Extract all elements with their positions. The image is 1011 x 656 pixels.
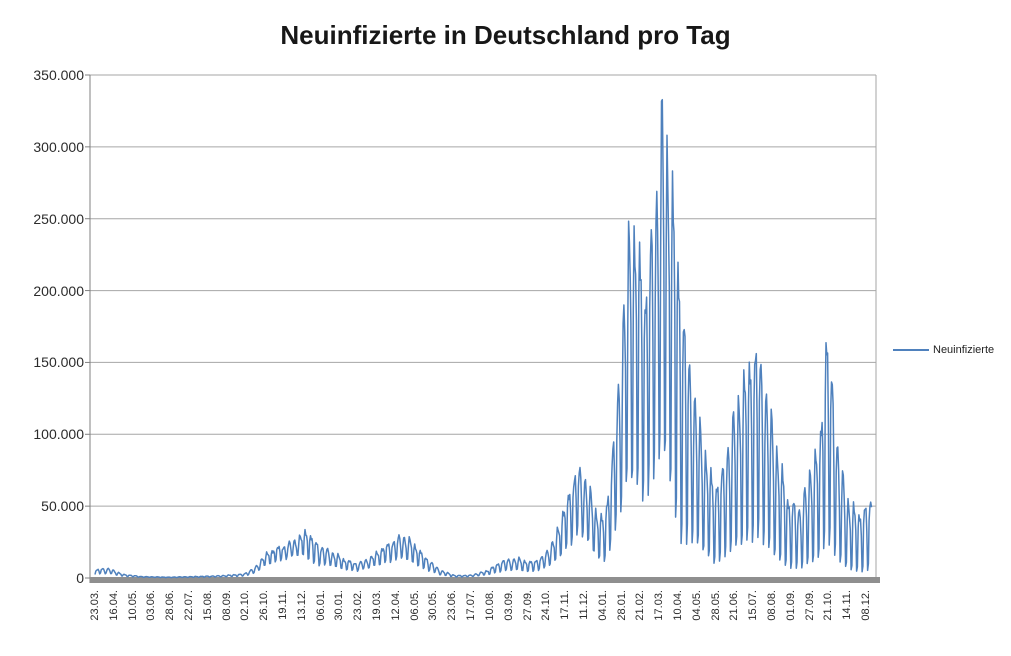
y-tick-label: 250.000 (33, 210, 84, 227)
x-tick-label: 14.11. (841, 590, 854, 620)
y-tick-label: 300.000 (33, 138, 84, 155)
x-tick-label: 15.07. (747, 590, 760, 621)
y-tick-label: 150.000 (33, 354, 84, 371)
y-tick-label: 0 (76, 570, 84, 586)
x-tick-label: 08.08. (765, 590, 778, 621)
x-tick-label: 16.04. (107, 590, 120, 621)
x-tick-label: 03.06. (145, 590, 158, 621)
x-tick-label: 28.01. (615, 590, 628, 621)
x-tick-label: 19.11. (277, 590, 290, 620)
y-tick-label: 100.000 (33, 426, 84, 443)
x-tick-label: 02.10. (239, 590, 252, 621)
legend[interactable]: Neuinfizierte (893, 344, 994, 356)
x-tick-label: 26.10. (258, 590, 271, 621)
x-tick-label: 01.09. (784, 590, 797, 621)
x-tick-label: 08.09. (220, 590, 233, 621)
x-tick-label: 19.03. (371, 590, 384, 621)
chart-title: Neuinfizierte in Deutschland pro Tag (280, 20, 731, 50)
x-tick-label: 21.10. (822, 590, 835, 621)
x-tick-label: 11.12. (577, 590, 590, 620)
x-tick-label: 17.03. (653, 590, 666, 621)
x-tick-label: 28.06. (164, 590, 177, 621)
x-axis-baseline (90, 577, 880, 583)
x-tick-label: 27.09. (803, 590, 816, 621)
x-tick-label: 08.12. (860, 590, 872, 621)
legend-label: Neuinfizierte (933, 344, 995, 356)
x-tick-label: 13.12. (295, 590, 308, 621)
x-tick-label: 28.05. (709, 590, 722, 621)
x-tick-label: 10.04. (671, 590, 684, 621)
x-tick-label: 30.05. (427, 590, 440, 621)
x-tick-label: 04.01. (596, 590, 609, 621)
y-tick-label: 350.000 (33, 67, 84, 83)
x-tick-label: 23.03. (89, 590, 101, 621)
x-tick-label: 22.07. (183, 590, 196, 621)
x-tick-label: 03.09. (502, 590, 515, 621)
x-tick-label: 23.06. (446, 590, 459, 621)
x-tick-label: 06.01. (314, 590, 327, 621)
series-neuinfizierte-line[interactable] (94, 98, 873, 579)
y-tick-label: 200.000 (33, 282, 84, 299)
x-tick-label: 27.09. (521, 590, 534, 621)
x-tick-label: 10.08. (483, 590, 496, 621)
x-tick-label: 21.06. (728, 590, 741, 621)
x-tick-label: 06.05. (408, 590, 421, 621)
x-tick-label: 15.08. (201, 590, 214, 621)
x-tick-label: 17.11. (559, 590, 572, 620)
x-tick-label: 04.05. (690, 590, 703, 621)
x-tick-label: 10.05. (126, 590, 139, 621)
y-tick-label: 50.000 (41, 498, 84, 515)
x-tick-label: 30.01. (333, 590, 346, 621)
legend-line-sample-icon (893, 349, 929, 351)
x-tick-label: 23.02. (352, 590, 365, 621)
x-tick-label: 21.02. (634, 590, 647, 621)
x-tick-label: 17.07. (465, 590, 478, 621)
x-tick-label: 12.04. (389, 590, 402, 621)
x-tick-label: 24.10. (540, 590, 553, 621)
